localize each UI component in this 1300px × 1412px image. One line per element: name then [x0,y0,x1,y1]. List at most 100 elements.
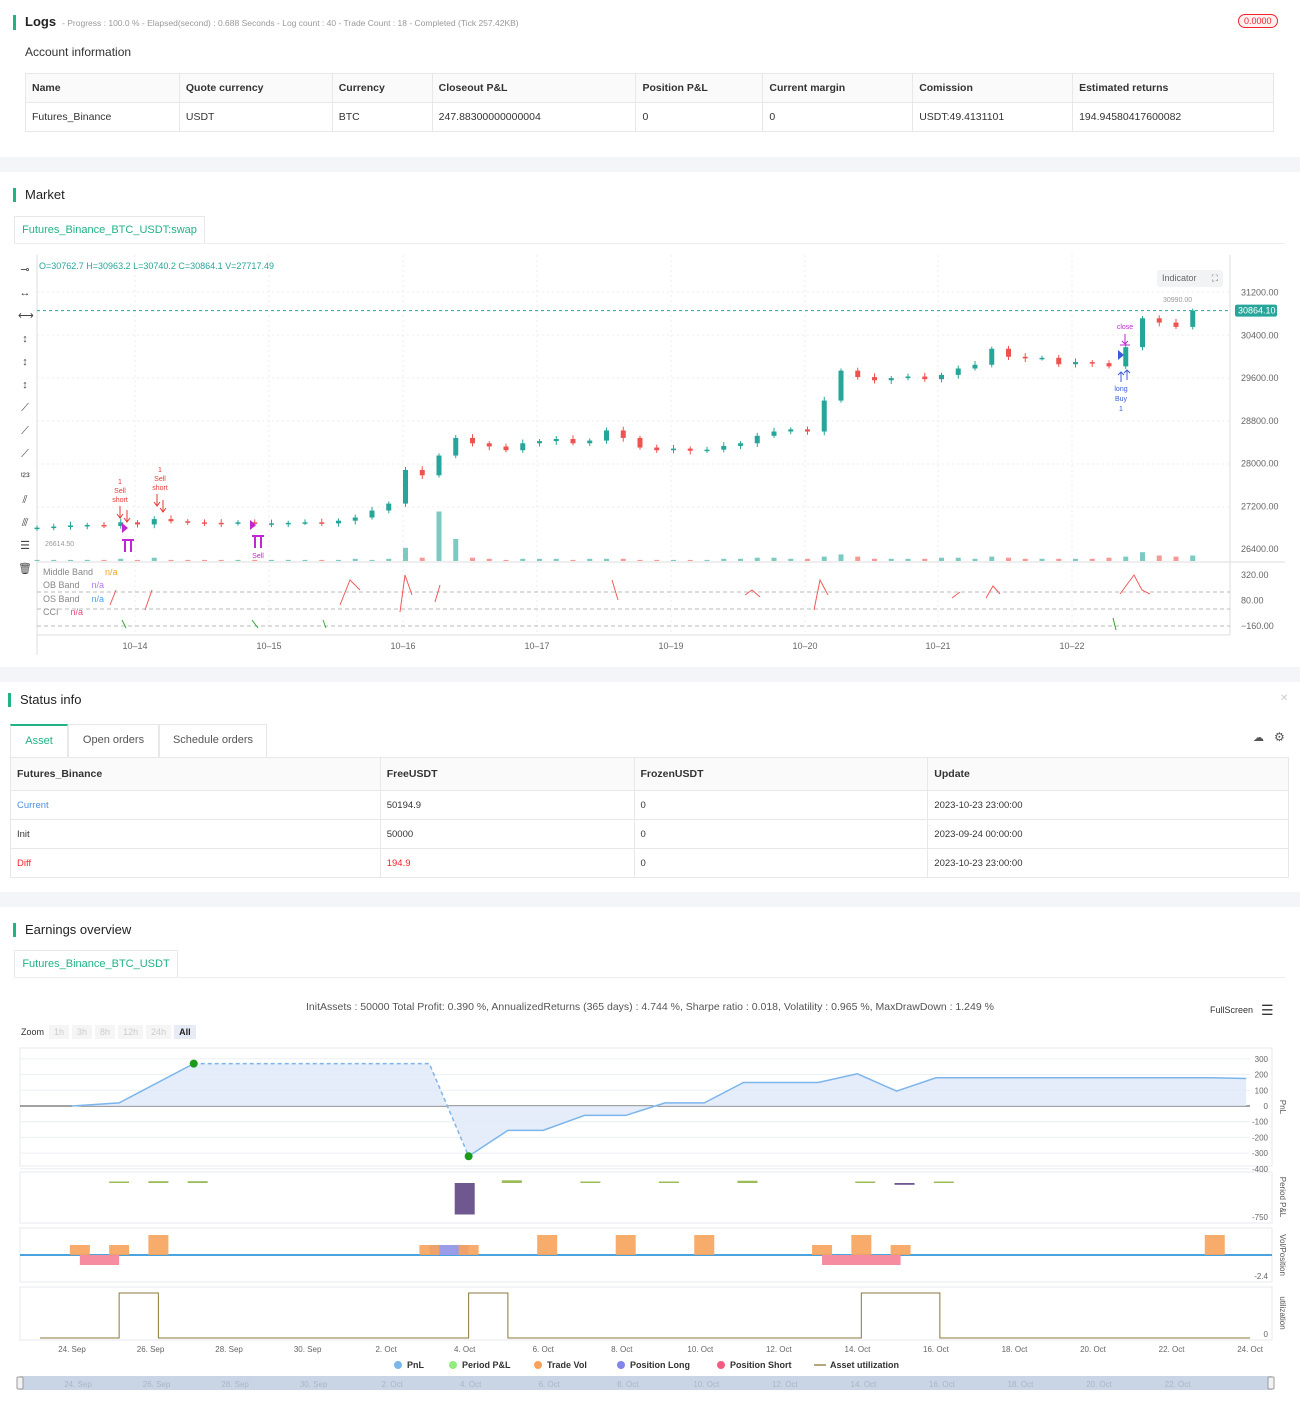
vertical-ray-icon[interactable]: ↕ [22,356,28,368]
navigator-handle-left[interactable] [16,1376,24,1390]
x-tick-label: 2. Oct [375,1345,397,1354]
horizontal-ray-icon[interactable]: ↔ [19,287,31,299]
ohlc-readout: O=30762.7 H=30963.2 L=30740.2 C=30864.1 … [39,261,274,271]
trend-line-icon[interactable]: ⟋ [21,402,29,414]
period-pnl-bar [501,1180,522,1183]
legend-item-asset-utilization[interactable]: Asset utilization [830,1360,899,1370]
candle [118,522,124,527]
multi-line-icon[interactable]: ⫻ [21,517,29,529]
table-cell: 2023-10-23 23:00:00 [927,790,1289,820]
candle [1073,362,1078,365]
max-point-marker [189,1059,198,1068]
y-tick-label: 29600.00 [1241,373,1279,383]
trade-annotation: Sell [252,553,264,560]
earnings-chart[interactable]: 300 200 100 0 -100 -200 -300 -400 -750 -2.4 0 PnL Pe… [0,1040,1300,1412]
navigator-handle-right[interactable] [1267,1376,1275,1390]
candle [34,527,40,530]
legend-marker [617,1361,625,1369]
zoom-All[interactable]: All [174,1025,196,1039]
volume-bar [855,556,861,561]
vertical-line-icon[interactable]: ↕ [22,333,28,345]
x-tick-label: 18. Oct [1002,1345,1029,1354]
fullscreen-button[interactable]: FullScreen ☰ [1210,1002,1274,1018]
ray-line-icon[interactable]: ⟋ [21,425,29,437]
volume-bar [687,559,693,561]
high-label: 30990.00 [1163,297,1192,304]
pane-frame [19,1047,1273,1167]
volume-bar [721,558,727,561]
zoom-24h[interactable]: 24h [146,1025,172,1039]
candle [386,503,392,511]
volume-bar [922,558,928,561]
volume-bar [269,559,274,561]
horizontal-segment-icon[interactable]: ⟷ [18,310,34,322]
volume-bar [302,559,308,561]
zoom-label: Zoom [21,1027,45,1037]
table-cell: Futures_Binance [25,102,180,132]
tab-open-orders[interactable]: Open orders [68,724,159,757]
trade-annotation: 1 [158,467,162,474]
candle [637,437,643,448]
volume-bar [788,558,794,561]
candle [872,377,877,381]
legend-item-position-short[interactable]: Position Short [730,1360,792,1370]
close-icon[interactable]: ✕ [1280,693,1289,704]
cci-tick-label: −160.00 [1241,621,1274,631]
table-header-row: Futures_Binance FreeUSDT FrozenUSDT Update [10,757,1289,791]
indicator-button[interactable]: Indicator ⛶ [1157,270,1223,287]
candlestick-chart[interactable]: 10–14 10–15 10–16 10–17 10–19 10–20 10–21 10–22… [0,250,1300,660]
candle [218,522,224,525]
fib-icon[interactable]: ☰ [20,540,30,552]
x-tick-label: 10–21 [925,641,950,651]
segment-icon[interactable]: ⟋ [21,448,29,460]
legend-item-position-long[interactable]: Position Long [630,1360,690,1370]
zoom-1h[interactable]: 1h [49,1025,70,1039]
legend-item-pnl[interactable]: PnL [407,1360,425,1370]
vertical-segment-icon[interactable]: ↕ [22,379,28,391]
candle [252,522,258,524]
trade-annotation: short [152,485,168,492]
candle [838,370,844,401]
table-row: Diff 194.9 0 2023-10-23 23:00:00 [10,848,1289,878]
candle [168,519,174,522]
column-header: Futures_Binance [10,757,381,791]
candle [1089,362,1095,364]
legend-item-period-p-l[interactable]: Period P&L [462,1360,511,1370]
trade-annotation: Buy [1115,396,1128,403]
close-arrow-icon [1120,334,1130,346]
volume-bar [453,539,459,561]
zoom-8h[interactable]: 8h [95,1025,116,1039]
candle [403,469,408,504]
zoom-12h[interactable]: 12h [118,1025,144,1039]
volume-bar [336,559,341,561]
trade-annotation: close [1117,324,1133,331]
volume-bar [838,554,844,561]
sell-arrow-icon [159,500,167,513]
cloud-icon[interactable]: ☁ [1253,732,1264,744]
position-marker-icon [250,520,256,530]
gear-icon[interactable]: ⚙ [1274,730,1285,744]
tab-schedule-orders[interactable]: Schedule orders [159,724,267,757]
table-cell: USDT [178,102,333,132]
zoom-3h[interactable]: 3h [72,1025,93,1039]
volume-bar [1006,557,1011,561]
axis-title: utilization [1278,1296,1287,1329]
buy-arrow-icon [1123,369,1131,380]
parallel-channel-icon[interactable]: ⫽ [22,494,28,506]
price-label-icon[interactable]: ⁱ²³ [20,471,30,483]
horizontal-line-icon[interactable]: ⊸ [20,264,30,276]
candle [336,520,341,524]
menu-icon[interactable]: ☰ [1261,1002,1274,1018]
cci-line [1119,574,1151,595]
table-cell[interactable]: Current [10,790,381,820]
legend-item-trade-vol[interactable]: Trade Vol [547,1360,587,1370]
table-row: Init 50000 0 2023-09-24 00:00:00 [10,819,1289,849]
tab-asset[interactable]: Asset [10,724,68,757]
legend-middle-band: Middle Band n/a [43,566,118,579]
tab-market-symbol[interactable]: Futures_Binance_BTC_USDT:swap [14,216,205,244]
trash-icon[interactable]: 🗑 [18,563,32,575]
candle [654,447,660,451]
tab-earnings-symbol[interactable]: Futures_Binance_BTC_USDT [14,950,178,978]
earnings-summary: InitAssets : 50000 Total Profit: 0.390 %… [306,1001,994,1013]
legend-marker [534,1361,542,1369]
